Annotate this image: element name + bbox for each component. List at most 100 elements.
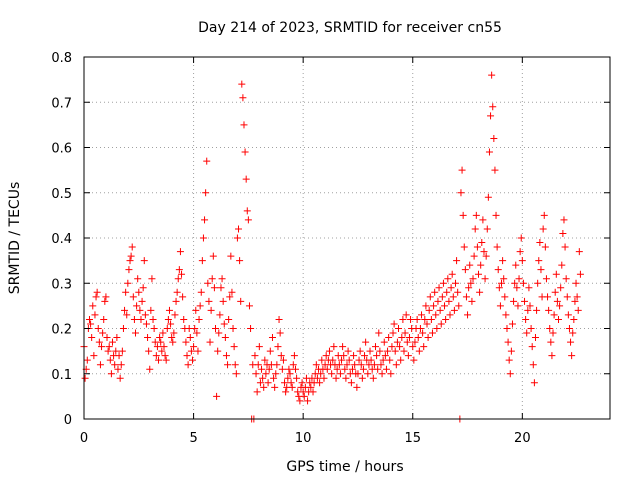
data-point bbox=[104, 347, 112, 355]
data-point bbox=[164, 315, 172, 323]
data-point bbox=[87, 320, 95, 328]
data-point bbox=[159, 329, 167, 337]
data-point bbox=[468, 297, 476, 305]
data-point bbox=[528, 343, 536, 351]
data-point bbox=[196, 302, 204, 310]
data-point bbox=[472, 211, 480, 219]
data-point bbox=[253, 388, 261, 396]
data-point bbox=[204, 279, 212, 287]
data-point bbox=[361, 352, 369, 360]
data-point bbox=[388, 343, 396, 351]
data-point bbox=[186, 334, 194, 342]
data-point bbox=[206, 338, 214, 346]
data-point bbox=[92, 293, 100, 301]
data-point bbox=[460, 243, 468, 251]
data-point bbox=[565, 325, 573, 332]
data-point bbox=[439, 279, 447, 287]
data-point bbox=[229, 325, 237, 332]
data-point bbox=[571, 297, 579, 305]
data-point bbox=[296, 397, 304, 405]
data-point bbox=[359, 365, 367, 373]
data-point bbox=[265, 365, 273, 373]
data-point bbox=[353, 383, 361, 391]
data-point bbox=[539, 225, 547, 233]
data-point bbox=[119, 325, 127, 332]
data-point bbox=[114, 365, 122, 373]
data-point bbox=[127, 252, 135, 260]
data-point bbox=[518, 257, 526, 265]
data-points bbox=[80, 71, 584, 423]
data-point bbox=[309, 388, 317, 396]
data-point bbox=[350, 352, 358, 360]
data-point bbox=[525, 284, 533, 292]
data-point bbox=[102, 293, 110, 301]
data-point bbox=[504, 338, 512, 346]
x-tick-label: 0 bbox=[80, 431, 88, 446]
data-point bbox=[217, 284, 225, 292]
data-point bbox=[199, 234, 207, 242]
data-point bbox=[266, 347, 274, 355]
data-point bbox=[304, 397, 312, 405]
data-point bbox=[152, 352, 160, 360]
data-point bbox=[228, 288, 236, 296]
data-point bbox=[552, 270, 560, 278]
data-point bbox=[215, 329, 223, 337]
data-point bbox=[563, 293, 571, 301]
data-point bbox=[134, 275, 142, 283]
data-point bbox=[469, 275, 477, 283]
y-tick-label: 0.5 bbox=[51, 187, 72, 202]
data-point bbox=[575, 248, 583, 256]
data-point bbox=[286, 370, 294, 378]
data-point bbox=[336, 370, 344, 378]
data-point bbox=[95, 338, 103, 346]
data-point bbox=[553, 297, 561, 305]
data-point bbox=[347, 379, 355, 387]
data-point bbox=[432, 311, 440, 319]
data-point bbox=[522, 315, 530, 323]
data-point bbox=[261, 356, 269, 364]
y-tick-label: 0.7 bbox=[51, 96, 72, 111]
data-point bbox=[513, 284, 521, 292]
data-point bbox=[434, 297, 442, 305]
data-point bbox=[341, 365, 349, 373]
data-point bbox=[101, 297, 109, 305]
data-point bbox=[209, 252, 217, 260]
data-point bbox=[443, 288, 451, 296]
data-point bbox=[533, 306, 541, 314]
data-point bbox=[335, 361, 343, 369]
data-point bbox=[218, 275, 226, 283]
data-point bbox=[421, 315, 429, 323]
data-point bbox=[476, 288, 484, 296]
data-point bbox=[464, 311, 472, 319]
data-point bbox=[322, 352, 330, 360]
data-point bbox=[318, 356, 326, 364]
data-point bbox=[487, 112, 495, 120]
data-point bbox=[378, 370, 386, 378]
data-point bbox=[405, 334, 413, 342]
data-point bbox=[558, 261, 566, 269]
data-point bbox=[364, 370, 372, 378]
data-point bbox=[115, 352, 123, 360]
data-point bbox=[445, 297, 453, 305]
data-point bbox=[124, 279, 132, 287]
data-point bbox=[499, 257, 507, 265]
data-point bbox=[99, 329, 107, 337]
data-point bbox=[410, 356, 418, 364]
data-point bbox=[138, 297, 146, 305]
data-point bbox=[317, 370, 325, 378]
data-point bbox=[392, 361, 400, 369]
data-point bbox=[413, 315, 421, 323]
data-point bbox=[262, 370, 270, 378]
data-point bbox=[542, 275, 550, 283]
data-point bbox=[226, 293, 234, 301]
data-point bbox=[521, 297, 529, 305]
data-point bbox=[374, 365, 382, 373]
data-point bbox=[111, 361, 119, 369]
data-point bbox=[128, 243, 136, 251]
data-point bbox=[483, 225, 491, 233]
data-point bbox=[107, 370, 115, 378]
data-point bbox=[356, 347, 364, 355]
data-point bbox=[105, 343, 113, 351]
data-point bbox=[259, 374, 267, 382]
data-point bbox=[557, 284, 565, 292]
